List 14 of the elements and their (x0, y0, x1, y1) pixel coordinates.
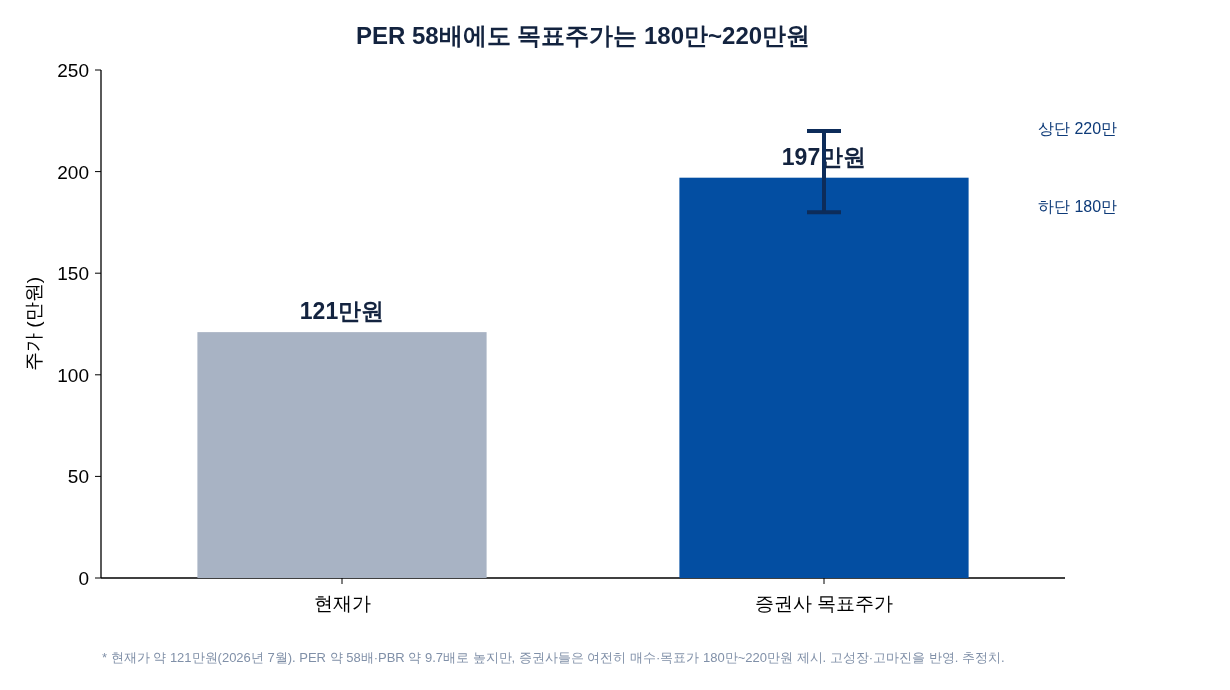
y-tick-label: 0 (78, 568, 89, 589)
data-label: 121만원 (299, 298, 385, 325)
annotation: 상단 220만 (1038, 120, 1118, 137)
y-axis-title: 주가 (만원) (23, 277, 44, 371)
chart-title: PER 58배에도 목표주가는 180만~220만원 (355, 22, 811, 49)
x-tick-label: 증권사 목표주가 (754, 593, 894, 614)
y-tick-label: 150 (57, 263, 89, 285)
y-tick-label: 50 (67, 466, 89, 488)
y-tick-label: 100 (57, 364, 89, 386)
y-tick-label: 200 (57, 161, 89, 183)
x-tick-label: 현재가 (313, 593, 371, 614)
annotation: 하단 180만 (1038, 198, 1118, 215)
y-tick-label: 250 (57, 60, 89, 81)
text: * 현재가 약 121만원(2026년 7월). PER 약 58배·PBR 약 9.7배로 높지만, 증권사들은 여전히 매수·목표가 180만~220만원 제시. 고성장·고마진을 반영. 추정치. (102, 650, 1005, 665)
